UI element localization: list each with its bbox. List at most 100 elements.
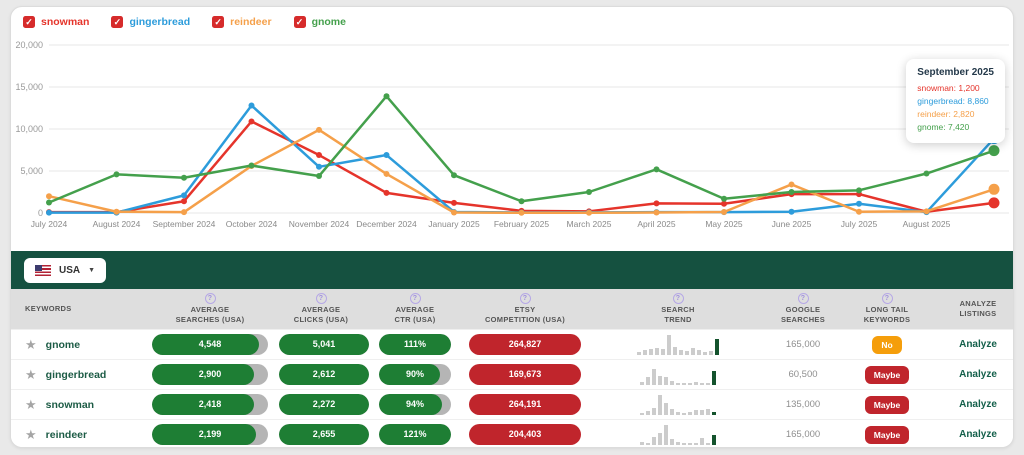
etsy-competition-cell: 169,673 <box>467 364 583 385</box>
data-point-reindeer <box>316 126 322 133</box>
trend-bar <box>694 382 698 385</box>
pill-progress <box>379 334 451 355</box>
checkbox-checked-icon[interactable]: ✓ <box>293 16 306 28</box>
help-icon[interactable]: ? <box>672 293 684 305</box>
trend-sparkline <box>640 394 716 415</box>
column-header-google-searches: ? GOOGLE SEARCHES <box>780 293 826 324</box>
column-header-average-ctrusa: ? AVERAGE CTR (USA) <box>394 293 436 324</box>
long-tail-cell: Maybe <box>833 425 941 444</box>
legend-item-snowman[interactable]: ✓ snowman <box>23 16 89 28</box>
data-point-reindeer <box>46 193 52 200</box>
data-point-snowman <box>316 152 322 159</box>
pill-value: 264,191 <box>508 399 542 409</box>
trend-bar <box>700 437 704 445</box>
trend-bar <box>664 376 668 385</box>
avg-searches-cell: 2,199 <box>141 424 279 445</box>
table-row-snowman: ★ snowman 2,418 2,272 94% 264,191 135,000 Maybe… <box>11 389 1013 419</box>
table-body: ★ gnome 4,548 5,041 111% 264,827 165,000 No Anal… <box>11 329 1013 447</box>
checkbox-checked-icon[interactable]: ✓ <box>111 16 124 28</box>
trend-bar <box>646 411 650 415</box>
x-axis-tick-label: June 2025 <box>772 219 812 229</box>
trend-bar <box>682 382 686 385</box>
x-axis-tick-label: July 2025 <box>841 219 878 229</box>
search-trend-chart: ✓ snowman ✓ gingerbread ✓ reindeer ✓ gnome 0 5,0… <box>11 7 1013 251</box>
long-tail-badge: No <box>872 336 902 354</box>
legend-item-gnome[interactable]: ✓ gnome <box>293 16 346 28</box>
data-point-gnome <box>248 162 255 169</box>
legend-item-gingerbread[interactable]: ✓ gingerbread <box>111 16 190 28</box>
trend-bar <box>655 347 659 355</box>
table-header-row: KEYWORDS ? AVERAGE SEARCHES (USA) ? AVERAGE CL… <box>11 289 1013 329</box>
data-point-reindeer <box>788 181 795 188</box>
data-point-gnome <box>856 187 862 194</box>
star-favorite-icon[interactable]: ★ <box>25 427 37 442</box>
data-point-reindeer <box>383 170 390 177</box>
pill-progress <box>279 394 369 415</box>
keyword-cell: ★ reindeer <box>11 428 141 441</box>
checkbox-checked-icon[interactable]: ✓ <box>23 16 35 28</box>
data-point-snowman <box>988 197 1000 209</box>
pill-value: 2,655 <box>312 429 336 439</box>
help-icon[interactable]: ? <box>204 293 216 305</box>
help-icon[interactable]: ? <box>881 293 893 305</box>
etsy-competition-pill: 169,673 <box>469 364 581 385</box>
keyword-name: snowman <box>45 398 95 411</box>
star-favorite-icon[interactable]: ★ <box>25 337 37 352</box>
avg-searches-pill: 2,418 <box>152 394 268 415</box>
avg-clicks-pill: 2,272 <box>279 394 369 415</box>
country-dropdown[interactable]: USA ▼ <box>24 257 107 283</box>
tooltip-value-reindeer: reindeer: 2,820 <box>917 109 975 119</box>
trend-bar <box>649 348 653 355</box>
data-point-reindeer <box>721 208 727 215</box>
pill-value: 2,199 <box>198 429 222 439</box>
star-favorite-icon[interactable]: ★ <box>25 397 37 412</box>
pill-progress <box>379 394 443 415</box>
analyze-link[interactable]: Analyze <box>959 369 997 380</box>
pill-progress <box>152 364 255 385</box>
pill-progress <box>152 334 259 355</box>
etsy-competition-pill: 264,827 <box>469 334 581 355</box>
x-axis-tick-label: October 2024 <box>226 219 278 229</box>
pill-progress <box>379 424 451 445</box>
etsy-competition-pill: 204,403 <box>469 424 581 445</box>
help-icon[interactable]: ? <box>797 293 809 305</box>
help-icon[interactable]: ? <box>519 293 531 305</box>
trend-bar <box>676 412 680 415</box>
pill-value: 2,418 <box>198 399 222 409</box>
trend-bar <box>658 375 662 385</box>
keyword-name: gnome <box>45 338 81 351</box>
analyze-link[interactable]: Analyze <box>959 339 997 350</box>
help-icon[interactable]: ? <box>409 293 421 305</box>
data-point-gnome <box>788 189 795 195</box>
keyword-name: reindeer <box>45 428 88 441</box>
x-axis-tick-label: January 2025 <box>428 219 480 229</box>
trend-bar <box>673 346 677 355</box>
avg-ctr-cell: 111% <box>363 334 467 355</box>
data-point-gnome <box>46 199 52 206</box>
avg-ctr-pill: 90% <box>379 364 451 385</box>
google-searches-value: 165,000 <box>785 339 821 350</box>
trend-bar <box>697 350 701 355</box>
trend-bar <box>670 408 674 415</box>
checkbox-checked-icon[interactable]: ✓ <box>212 16 225 28</box>
data-point-reindeer <box>181 209 187 216</box>
etsy-competition-pill: 264,191 <box>469 394 581 415</box>
help-icon[interactable]: ? <box>315 293 327 305</box>
column-header-keywords: KEYWORDS <box>25 304 72 314</box>
y-axis-tick-label: 20,000 <box>15 40 43 50</box>
y-axis-tick-label: 10,000 <box>15 124 43 134</box>
search-trend-cell <box>583 365 773 385</box>
trend-bar <box>703 352 707 355</box>
legend-item-reindeer[interactable]: ✓ reindeer <box>212 16 272 28</box>
avg-clicks-pill: 5,041 <box>279 334 369 355</box>
analyze-link[interactable]: Analyze <box>959 399 997 410</box>
country-toolbar: USA ▼ <box>11 251 1013 289</box>
column-header-analyze-listings: ANALYZE LISTINGS <box>959 299 997 318</box>
avg-clicks-cell: 2,655 <box>279 424 369 445</box>
star-favorite-icon[interactable]: ★ <box>25 367 37 382</box>
keyword-tool-card: ✓ snowman ✓ gingerbread ✓ reindeer ✓ gnome 0 5,0… <box>10 6 1014 448</box>
us-flag-icon <box>35 264 51 276</box>
analyze-link[interactable]: Analyze <box>959 429 997 440</box>
data-point-gnome <box>383 93 390 100</box>
avg-searches-pill: 2,199 <box>152 424 268 445</box>
